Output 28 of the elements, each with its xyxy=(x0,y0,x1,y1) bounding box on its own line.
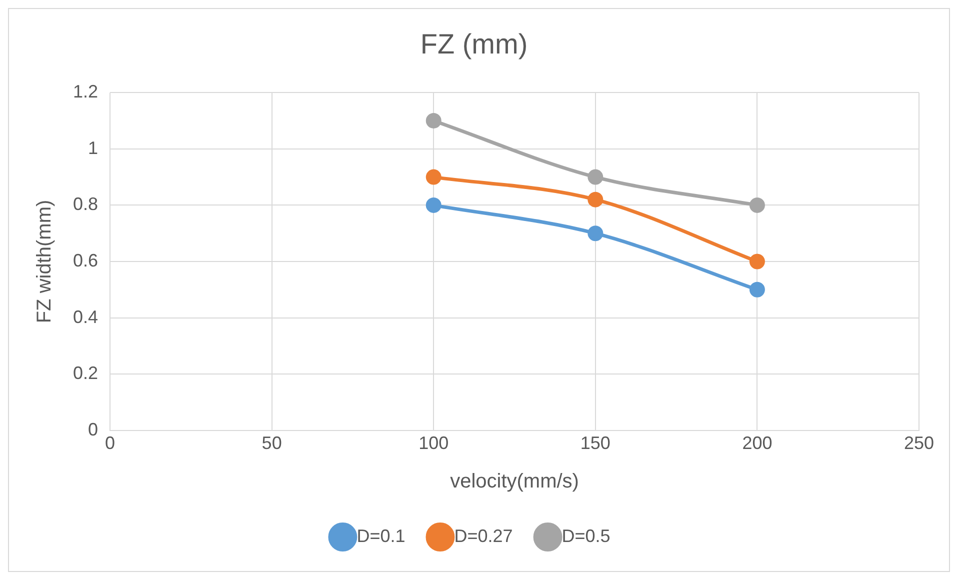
y-tick-label: 0.4 xyxy=(72,306,98,327)
point xyxy=(426,113,442,128)
legend-label: D=0.1 xyxy=(356,526,406,546)
y-tick-label: 0 xyxy=(88,419,98,440)
point xyxy=(426,197,442,213)
point xyxy=(588,192,604,208)
x-tick-label: 250 xyxy=(904,433,934,454)
point xyxy=(588,169,604,185)
x-axis-title: velocity(mm/s) xyxy=(450,470,579,493)
point xyxy=(426,169,442,185)
y-tick-label: 0.2 xyxy=(72,363,98,384)
chart-title: FZ (mm) xyxy=(420,28,528,60)
point xyxy=(749,254,765,270)
y-tick-label: 0.6 xyxy=(72,250,98,270)
y-tick-label: 0.8 xyxy=(72,194,98,214)
y-tick-label: 1 xyxy=(88,138,98,158)
point xyxy=(749,197,765,213)
x-tick-label: 100 xyxy=(418,433,449,454)
point xyxy=(588,226,604,242)
point xyxy=(749,282,765,298)
legend-label: D=0.5 xyxy=(562,526,610,546)
x-tick-label: 200 xyxy=(742,433,772,454)
legend-label: D=0.27 xyxy=(454,526,513,546)
y-tick-label: 1.2 xyxy=(72,82,98,102)
x-tick-label: 150 xyxy=(580,433,610,454)
x-tick-label: 50 xyxy=(262,433,282,454)
y-axis-title: FZ width(mm) xyxy=(34,200,56,324)
x-tick-label: 0 xyxy=(105,433,116,454)
